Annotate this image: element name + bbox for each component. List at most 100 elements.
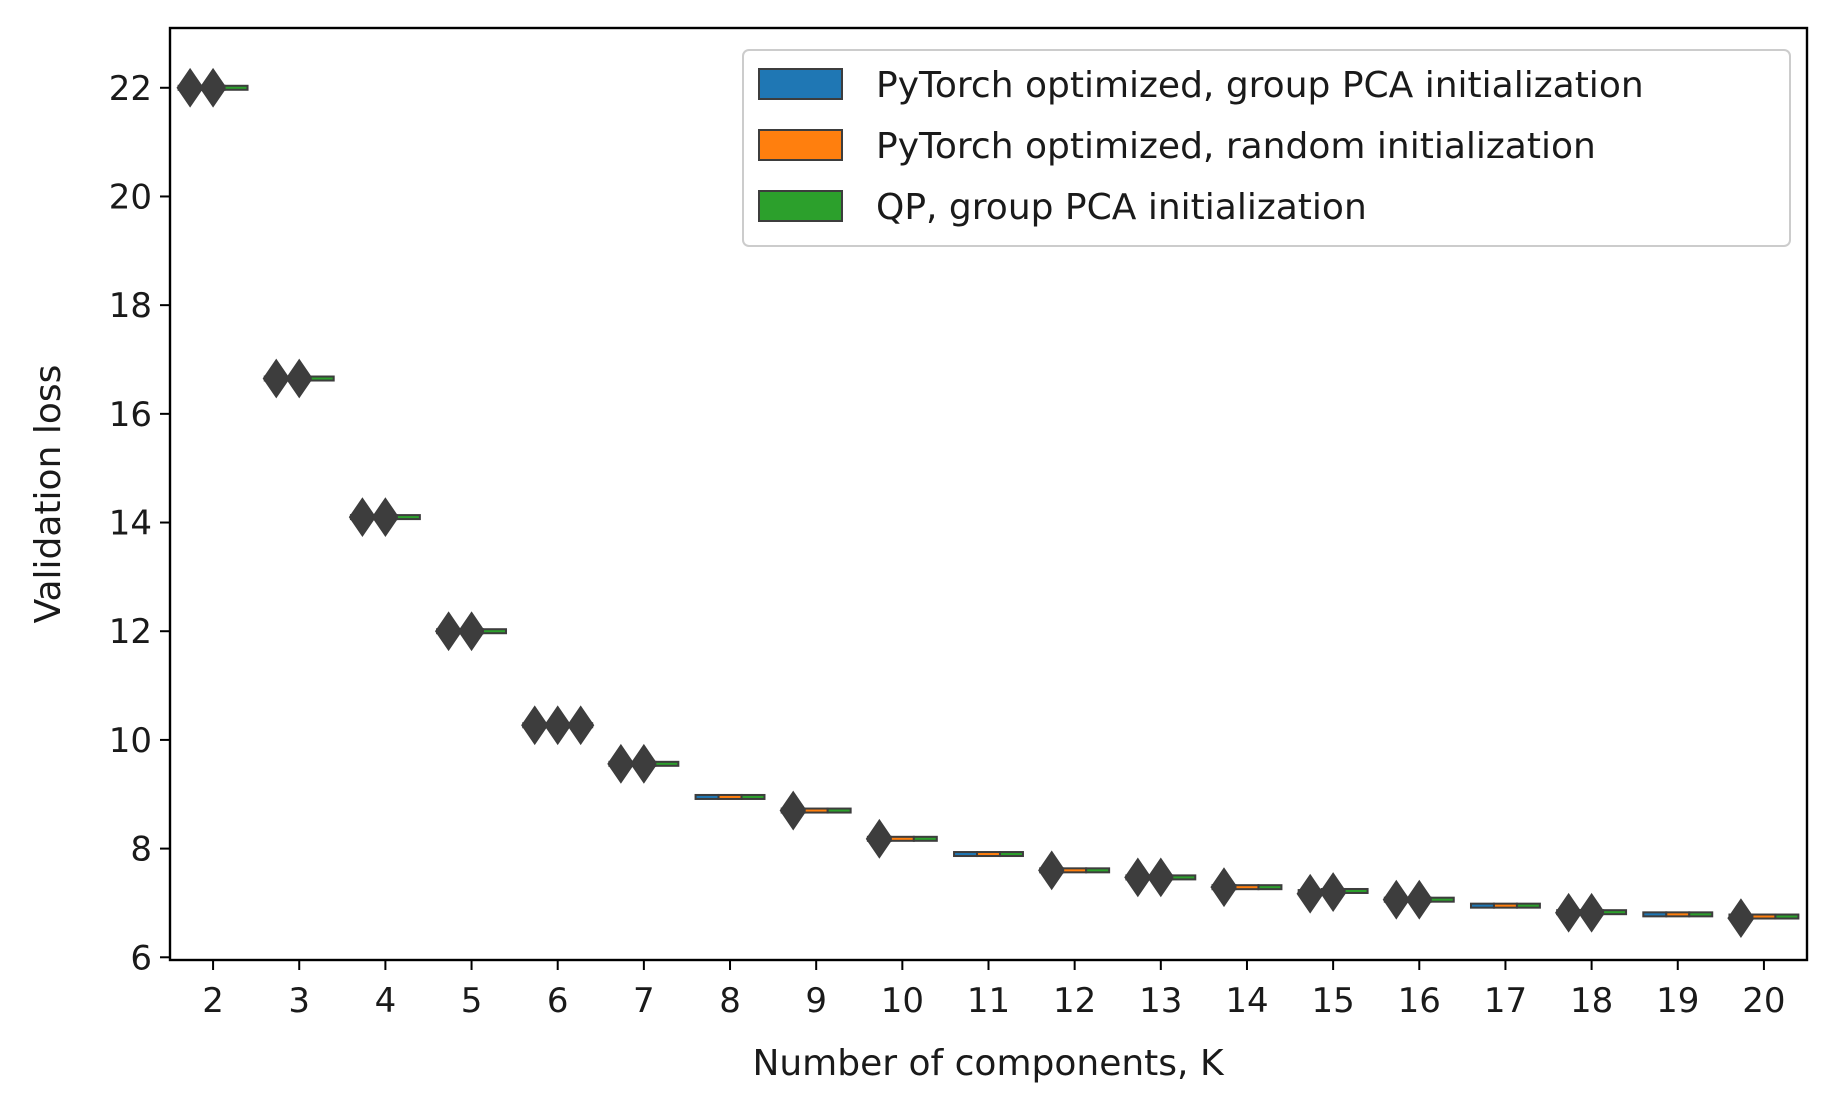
outlier-point <box>1319 872 1347 912</box>
median-line <box>717 793 743 800</box>
x-tick-label: 12 <box>1053 981 1096 1021</box>
y-tick-label: 14 <box>109 504 152 544</box>
median-line <box>1429 896 1455 903</box>
legend-label: PyTorch optimized, random initialization <box>876 126 1596 167</box>
y-tick-label: 6 <box>130 938 152 978</box>
median-line <box>1602 909 1628 916</box>
median-line <box>1688 911 1714 918</box>
x-tick-label: 3 <box>288 981 310 1021</box>
outlier-point <box>262 358 290 399</box>
outlier-point <box>1577 892 1606 933</box>
median-line <box>1171 874 1197 881</box>
x-tick-label: 13 <box>1139 981 1182 1021</box>
outlier-point <box>630 743 658 784</box>
x-tick-label: 10 <box>881 981 924 1021</box>
outlier-point <box>1210 867 1238 908</box>
median-line <box>889 835 915 842</box>
x-tick-label: 14 <box>1225 981 1268 1021</box>
outlier-point <box>1147 857 1175 898</box>
y-tick-label: 10 <box>109 721 152 761</box>
median-line <box>1774 913 1800 920</box>
x-tick-label: 17 <box>1484 981 1527 1021</box>
y-tick-label: 20 <box>109 177 152 217</box>
median-line <box>223 84 249 91</box>
outlier-point <box>371 497 400 537</box>
outlier-point <box>567 705 595 746</box>
median-line <box>1062 867 1088 874</box>
median-line <box>1751 913 1777 920</box>
outlier-point <box>1727 898 1755 939</box>
legend: PyTorch optimized, group PCA initializat… <box>742 49 1791 247</box>
median-line <box>309 375 335 382</box>
outlier-point <box>1405 879 1433 920</box>
median-line <box>1515 902 1541 909</box>
y-tick-label: 16 <box>109 395 152 435</box>
median-line <box>1343 887 1369 894</box>
outlier-point <box>348 497 377 537</box>
x-tick-label: 9 <box>805 981 827 1021</box>
x-tick-label: 16 <box>1398 981 1441 1021</box>
legend-entries: PyTorch optimized, group PCA initializat… <box>758 65 1644 228</box>
legend-swatch <box>758 190 843 222</box>
median-line <box>694 793 720 800</box>
median-line <box>1469 902 1495 909</box>
outlier-point <box>1038 850 1066 891</box>
median-line <box>482 628 508 635</box>
y-tick-label: 8 <box>130 830 152 870</box>
y-axis-label: Validation loss <box>28 365 69 624</box>
x-tick-label: 15 <box>1311 981 1354 1021</box>
x-axis-ticks: 2 3 4 5 6 7 8 9 10 11 12 13 14 15 16 17 18 19 20 <box>202 960 1786 1021</box>
outlier-point <box>1296 873 1324 914</box>
median-line <box>1642 911 1668 918</box>
outlier-point <box>1124 857 1152 898</box>
outlier-point <box>1382 879 1410 920</box>
legend-label: QP, group PCA initialization <box>876 187 1367 228</box>
x-tick-label: 4 <box>375 981 397 1021</box>
outlier-point <box>544 705 572 746</box>
median-line <box>1085 867 1111 874</box>
outlier-point <box>285 358 313 399</box>
outlier-point <box>457 611 486 652</box>
x-tick-label: 7 <box>633 981 655 1021</box>
x-tick-label: 5 <box>461 981 483 1021</box>
outlier-point <box>434 611 463 652</box>
median-line <box>826 807 852 814</box>
legend-swatch <box>758 68 843 100</box>
y-axis-ticks: 6 8 10 12 14 16 18 20 22 <box>109 69 170 978</box>
outlier-point <box>779 790 807 831</box>
median-line <box>1665 911 1691 918</box>
legend-swatch <box>758 129 843 161</box>
outlier-point <box>865 818 893 859</box>
median-line <box>654 760 680 767</box>
median-line <box>395 514 421 521</box>
outlier-point <box>176 67 204 108</box>
median-line <box>1257 884 1283 891</box>
outlier-point <box>1555 892 1583 933</box>
x-tick-label: 18 <box>1570 981 1613 1021</box>
median-line <box>953 851 979 858</box>
median-line <box>803 807 829 814</box>
x-tick-label: 8 <box>719 981 741 1021</box>
x-tick-label: 11 <box>967 981 1010 1021</box>
median-line <box>976 851 1001 858</box>
x-axis-label: Number of components, K <box>752 1043 1225 1084</box>
y-tick-label: 12 <box>109 612 152 652</box>
outlier-point <box>521 705 549 746</box>
x-tick-label: 2 <box>202 981 224 1021</box>
median-line <box>1234 884 1260 891</box>
x-tick-label: 6 <box>547 981 569 1021</box>
x-tick-label: 19 <box>1656 981 1699 1021</box>
plot-marks <box>176 67 1800 939</box>
median-line <box>912 835 938 842</box>
x-tick-label: 20 <box>1742 981 1785 1021</box>
median-line <box>998 851 1024 858</box>
y-tick-label: 22 <box>109 69 152 109</box>
legend-label: PyTorch optimized, group PCA initializat… <box>876 65 1644 106</box>
outlier-point <box>607 743 635 784</box>
median-line <box>740 793 766 800</box>
legend-frame <box>742 49 1791 247</box>
median-line <box>1492 902 1518 909</box>
outlier-point <box>199 67 227 108</box>
y-tick-label: 18 <box>109 286 152 326</box>
